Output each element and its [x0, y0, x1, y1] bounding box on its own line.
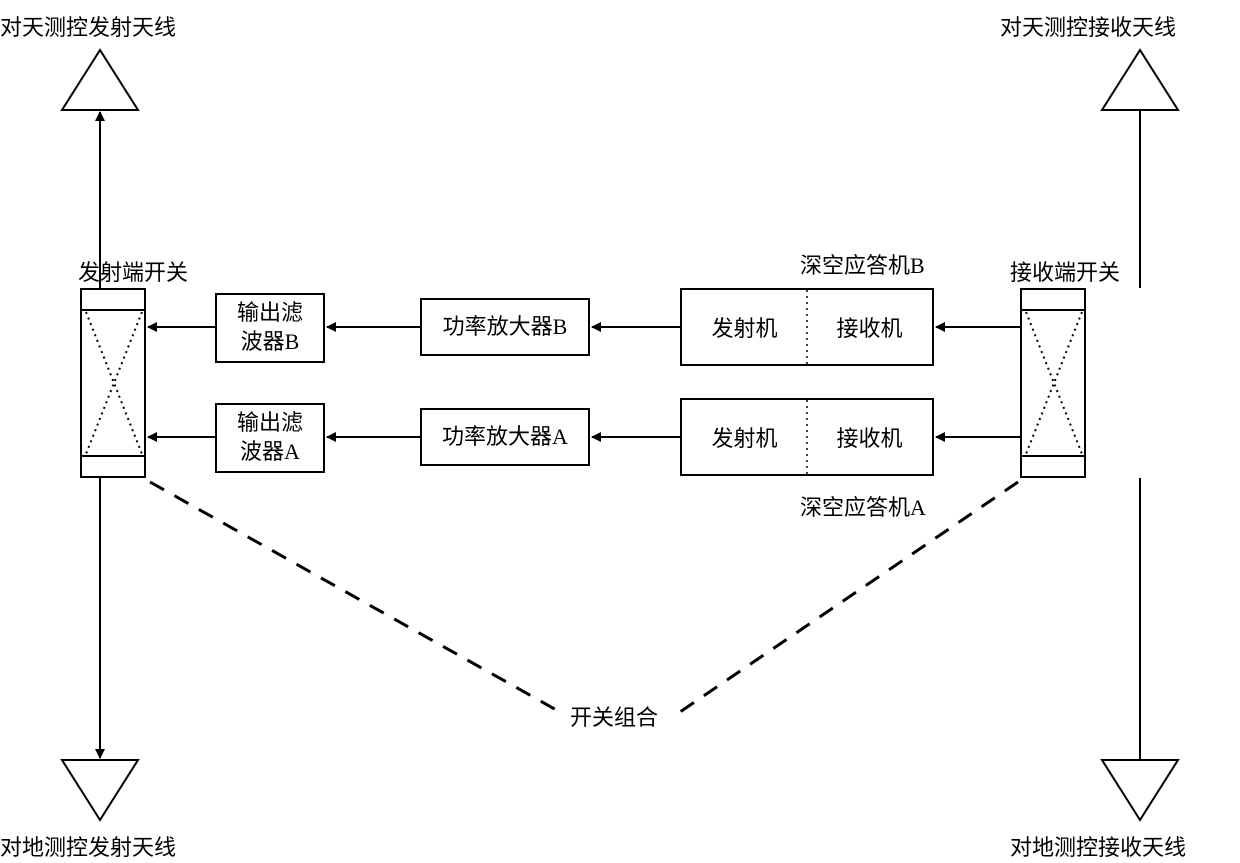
tx-ground-antenna-label: 对地测控发射天线	[0, 830, 176, 862]
transponder-b-box: 发射机 接收机	[680, 288, 934, 366]
transponder-a-label: 深空应答机A	[800, 490, 926, 522]
filter-a-line1: 输出滤	[237, 410, 303, 435]
filter-b-line1: 输出滤	[237, 300, 303, 325]
transponder-b-label: 深空应答机B	[800, 248, 925, 280]
filter-b-line2: 波器B	[241, 329, 300, 354]
rx-ground-antenna-label: 对地测控接收天线	[1010, 830, 1186, 862]
amp-a-text: 功率放大器A	[442, 423, 568, 452]
filter-a-box: 输出滤 波器A	[215, 403, 325, 473]
amp-a-box: 功率放大器A	[420, 408, 590, 466]
filter-b-box: 输出滤 波器B	[215, 293, 325, 363]
transponder-a-box: 发射机 接收机	[680, 398, 934, 476]
switch-combo-label: 开关组合	[570, 700, 658, 732]
transponder-a-rx: 接收机	[807, 400, 932, 474]
tx-switch-box	[80, 288, 146, 478]
tx-switch-label: 发射端开关	[78, 255, 188, 287]
tx-sky-antenna-label: 对天测控发射天线	[0, 10, 176, 42]
rx-switch-label: 接收端开关	[1010, 255, 1120, 287]
transponder-b-tx: 发射机	[682, 290, 807, 364]
transponder-b-rx: 接收机	[807, 290, 932, 364]
rx-sky-antenna-label: 对天测控接收天线	[1000, 10, 1176, 42]
transponder-a-tx: 发射机	[682, 400, 807, 474]
filter-a-line2: 波器A	[240, 439, 300, 464]
rx-switch-box	[1020, 288, 1086, 478]
amp-b-text: 功率放大器B	[443, 313, 568, 342]
amp-b-box: 功率放大器B	[420, 298, 590, 356]
